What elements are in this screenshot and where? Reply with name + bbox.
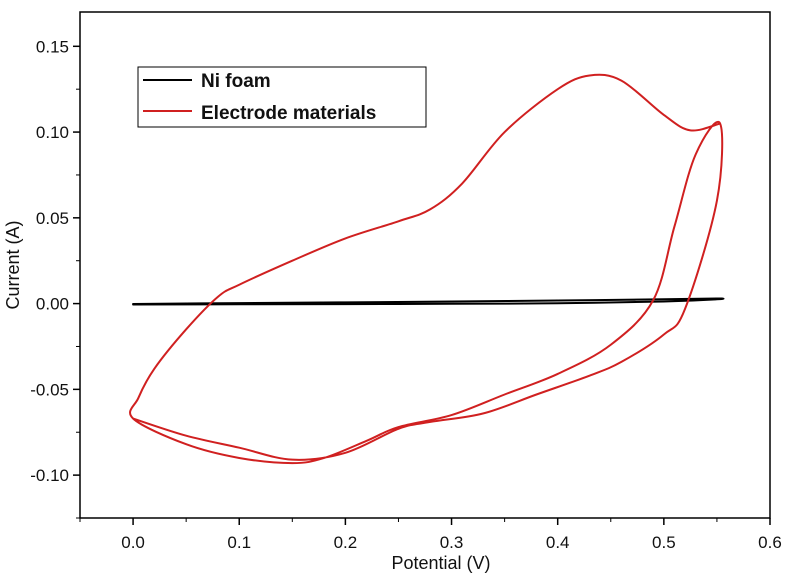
y-tick-label: -0.10 (30, 466, 69, 485)
x-tick-label: 0.4 (546, 533, 570, 552)
y-tick-label: 0.05 (36, 209, 69, 228)
legend-label-ni-foam: Ni foam (201, 71, 271, 92)
x-tick-label: 0.0 (121, 533, 145, 552)
series-line-ni-foam (132, 297, 725, 306)
legend: Ni foam Electrode materials (137, 66, 427, 128)
x-tick-label: 0.6 (758, 533, 782, 552)
x-axis-title: Potential (V) (391, 553, 490, 573)
y-tick-label: -0.05 (30, 380, 69, 399)
x-axis-ticks: 0.0 0.1 0.2 0.3 0.4 0.5 0.6 (79, 518, 782, 552)
y-tick-label: 0.10 (36, 123, 69, 142)
plot-frame (79, 11, 771, 519)
series-line-electrode-materials (129, 73, 724, 465)
y-axis-ticks: -0.10 -0.05 0.00 0.05 0.10 0.15 (30, 37, 80, 519)
series-layer (129, 73, 725, 465)
x-tick-label: 0.1 (227, 533, 251, 552)
x-tick-label: 0.3 (440, 533, 464, 552)
x-tick-label: 0.2 (334, 533, 358, 552)
legend-box (137, 66, 427, 128)
y-tick-label: 0.00 (36, 295, 69, 314)
x-tick-label: 0.5 (652, 533, 676, 552)
legend-label-electrode-materials: Electrode materials (201, 103, 376, 124)
y-tick-label: 0.15 (36, 37, 69, 56)
y-axis-title: Current (A) (3, 220, 23, 309)
